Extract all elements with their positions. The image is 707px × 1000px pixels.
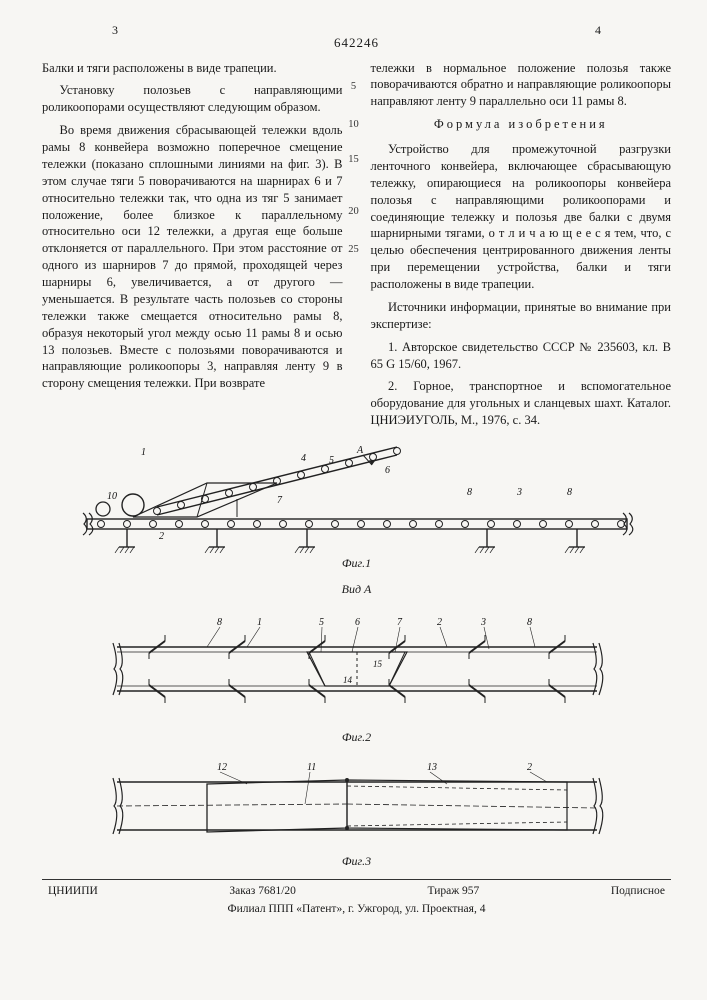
page-num-left: 3	[112, 22, 118, 38]
formula-title: Формула изобретения	[371, 116, 672, 133]
footer-address: Филиал ППП «Патент», г. Ужгород, ул. Про…	[42, 902, 671, 918]
figure-3-caption: Фиг.3	[42, 853, 671, 869]
svg-text:4: 4	[301, 453, 306, 464]
left-p2: Установку полозьев с направляющими ролик…	[42, 82, 343, 116]
svg-text:10: 10	[107, 491, 117, 502]
svg-text:8: 8	[217, 617, 222, 628]
footer-order: Заказ 7681/20	[229, 884, 296, 900]
refs-title: Источники информации, принятые во вниман…	[371, 299, 672, 333]
svg-text:8: 8	[467, 487, 472, 498]
page-num-right: 4	[595, 22, 601, 38]
figure-1-caption: Фиг.1	[42, 555, 671, 571]
footer-org: ЦНИИПИ	[48, 884, 98, 900]
document-number: 642246	[42, 34, 671, 52]
right-p1: тележки в нормальное положение полозья т…	[371, 60, 672, 111]
page-numbers: 3 4	[42, 22, 671, 36]
svg-text:5: 5	[329, 455, 334, 466]
svg-text:13: 13	[427, 762, 437, 773]
figure-1-svg: 1 А 4 5 6 8 3 10 2 8 7	[67, 443, 647, 553]
svg-text:1: 1	[141, 447, 146, 458]
figure-2-svg: 156723881415	[97, 607, 617, 727]
svg-text:7: 7	[277, 495, 283, 506]
right-p2: Устройство для промежуточной разгрузки л…	[371, 141, 672, 293]
ref-2: 2. Горное, транспортное и вспомогательно…	[371, 378, 672, 429]
svg-text:6: 6	[385, 465, 390, 476]
figure-3: 12 11 13 2 Фиг.3	[42, 756, 671, 869]
svg-text:8: 8	[527, 617, 532, 628]
footer-right: Подписное	[611, 884, 665, 900]
right-column: тележки в нормальное положение полозья т…	[371, 60, 672, 436]
figure-1: 1 А 4 5 6 8 3 10 2 8 7 Фиг.1	[42, 443, 671, 571]
svg-text:2: 2	[527, 762, 532, 773]
svg-text:А: А	[356, 445, 364, 456]
svg-text:1: 1	[257, 617, 262, 628]
imprint-footer: ЦНИИПИ Заказ 7681/20 Тираж 957 Подписное…	[42, 879, 671, 918]
svg-text:3: 3	[516, 487, 522, 498]
line-number-gutter: 510152025	[348, 54, 359, 257]
svg-text:5: 5	[319, 617, 324, 628]
figure-2-caption: Фиг.2	[42, 729, 671, 745]
footer-tirazh: Тираж 957	[427, 884, 479, 900]
left-p1: Балки и тяги расположены в виде трапеции…	[42, 60, 343, 77]
figure-3-svg: 12 11 13 2	[97, 756, 617, 851]
svg-text:3: 3	[480, 617, 486, 628]
svg-text:2: 2	[437, 617, 442, 628]
svg-text:6: 6	[355, 617, 360, 628]
svg-text:2: 2	[159, 531, 164, 542]
svg-text:14: 14	[343, 675, 353, 685]
left-p3: Во время движения сбрасывающей тележки в…	[42, 122, 343, 392]
svg-text:15: 15	[373, 659, 383, 669]
figure-2-vid-label: Вид А	[42, 581, 671, 597]
ref-1: 1. Авторское свидетельство СССР № 235603…	[371, 339, 672, 373]
svg-text:7: 7	[397, 617, 403, 628]
left-column: Балки и тяги расположены в виде трапеции…	[42, 60, 343, 436]
svg-text:12: 12	[217, 762, 227, 773]
svg-text:8: 8	[567, 487, 572, 498]
figure-2: Вид А 156723881415 Фиг.2	[42, 581, 671, 745]
svg-text:11: 11	[307, 762, 316, 773]
